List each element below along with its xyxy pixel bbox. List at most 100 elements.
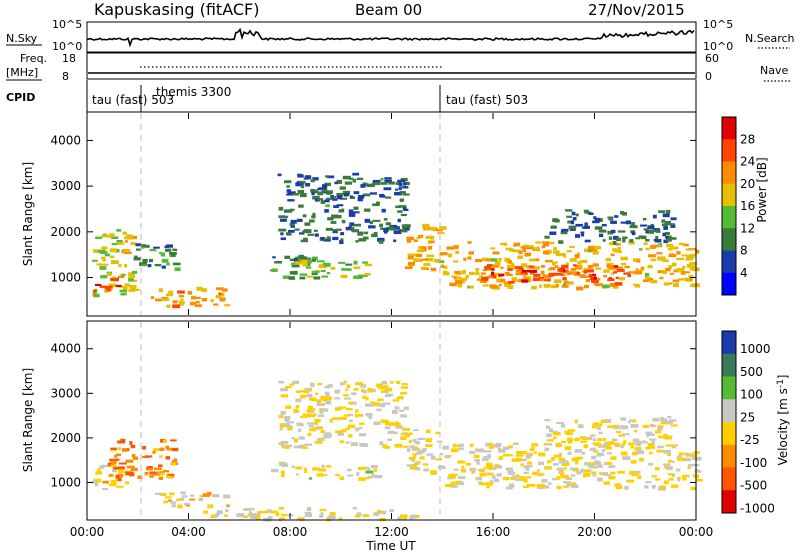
scatter-cell [306,507,312,511]
scatter-cell [365,403,373,407]
scatter-cell [609,268,617,271]
scatter-cell [110,447,117,450]
scatter-cell [579,436,584,440]
scatter-cell [562,277,567,281]
scatter-cell [610,262,614,266]
y-tick-label: 1000 [50,475,81,489]
scatter-cell [397,210,403,213]
scatter-cell [396,396,404,400]
x-tick-label: 00:00 [679,525,714,539]
scatter-cell [293,270,298,275]
scatter-cell [421,246,427,250]
scatter-cell [569,228,576,231]
scatter-cell [426,453,434,456]
scatter-cell [504,283,509,287]
scatter-cell [579,274,586,278]
scatter-cell [565,477,572,480]
scatter-cell [207,491,212,496]
scatter-cell [518,278,525,283]
scatter-cell [530,447,535,451]
scatter-cell [597,464,603,468]
scatter-cell [612,285,619,289]
scatter-cell [361,389,366,393]
scatter-cell [120,438,126,442]
scatter-cell [150,296,155,299]
scatter-cell [165,248,172,252]
scatter-cell [635,268,639,272]
scatter-cell [467,285,472,289]
scatter-cell [312,212,316,216]
scatter-cell [593,276,597,280]
scatter-cell [336,193,344,197]
scatter-cell [339,197,348,200]
scatter-cell [341,219,346,224]
scatter-cell [317,414,325,418]
scatter-cell [329,418,333,423]
scatter-cell [671,474,675,478]
scatter-cell [180,298,184,302]
scatter-cell [635,440,642,445]
scatter-cell [190,494,195,497]
scatter-cell [561,284,569,288]
scatter-cell [643,218,647,221]
scatter-cell [505,486,513,490]
scatter-cell [399,198,404,202]
scatter-cell [584,222,588,226]
scatter-cell [334,408,340,411]
scatter-cell [520,271,528,275]
scatter-cell [541,245,546,249]
scatter-cell [647,264,653,269]
scatter-cell [324,182,331,187]
scatter-cell [488,258,493,262]
scatter-cell [377,237,385,242]
scatter-cell [469,271,475,276]
scatter-cell [631,222,635,226]
scatter-cell [444,455,450,459]
scatter-cell [685,457,691,462]
scatter-cell [643,279,650,282]
scatter-cell [274,261,282,264]
scatter-cell [574,437,580,442]
scatter-cell [114,277,119,282]
scatter-cell [288,276,296,280]
scatter-cell [668,254,677,258]
scatter-cell [201,288,207,292]
scatter-cell [636,443,642,447]
nsky-trace [87,27,695,48]
scatter-cell [630,460,637,464]
scatter-cell [120,292,127,296]
scatter-cell [118,462,127,465]
scatter-cell [362,236,369,240]
scatter-cell [617,470,625,474]
scatter-cell [587,265,594,269]
scatter-cell [288,191,296,195]
scatter-cell [671,444,676,449]
scatter-cell [691,454,697,458]
scatter-cell [159,447,165,451]
scatter-cell [370,192,378,195]
scatter-cell [500,266,504,269]
scatter-cell [134,255,138,258]
scatter-cell [394,192,402,196]
scatter-cell [546,460,552,464]
scatter-cell [353,260,358,265]
scatter-cell [311,191,315,196]
scatter-cell [413,446,418,449]
scatter-cell [313,189,319,194]
scatter-cell [318,468,326,472]
scatter-cell [566,215,572,218]
scatter-cell [436,229,443,232]
scatter-cell [575,461,579,465]
y-tick-label: 4000 [50,342,81,356]
scatter-cell [456,481,464,486]
scatter-cell [102,257,106,262]
scatter-cell [593,216,597,219]
scatter-cell [427,240,432,244]
scatter-cell [125,481,129,485]
scatter-cell [345,263,353,266]
scatter-cell [355,409,359,413]
cpid-mode-1: tau (fast) 503 [92,93,174,107]
scatter-cell [280,411,286,415]
scatter-cell [306,275,314,278]
scatter-cell [507,285,514,289]
